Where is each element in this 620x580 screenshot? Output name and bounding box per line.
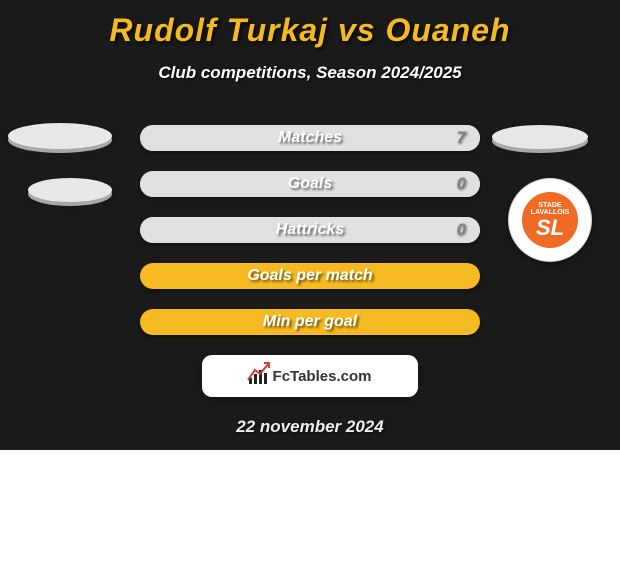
date-text: 22 november 2024 (0, 417, 620, 437)
stat-bar-label: Min per goal (140, 309, 480, 335)
stat-bar-goals: Goals0 (140, 171, 480, 197)
stat-bar-label: Hattricks (140, 217, 480, 243)
page-title: Rudolf Turkaj vs Ouaneh (0, 0, 620, 49)
stats-bars: Matches7Goals0Hattricks0Goals per matchM… (140, 125, 480, 335)
player2-shape-1 (492, 125, 588, 149)
club-text-top: STADE (538, 202, 561, 209)
stat-bar-hattricks: Hattricks0 (140, 217, 480, 243)
stat-bar-value-right: 7 (457, 125, 466, 151)
stat-bar-label: Goals per match (140, 263, 480, 289)
bars-chart-icon (249, 368, 267, 384)
stat-bar-value-right: 0 (457, 171, 466, 197)
stat-bar-min-per-goal: Min per goal (140, 309, 480, 335)
player1-shape-2 (28, 178, 112, 202)
player2-club-logo: STADE LAVALLOIS SL (508, 178, 592, 262)
attribution-badge: FcTables.com (202, 355, 418, 397)
player1-shape-1 (8, 123, 112, 149)
stat-bar-label: Goals (140, 171, 480, 197)
club-text-sl: SL (536, 218, 564, 238)
stat-bar-matches: Matches7 (140, 125, 480, 151)
subtitle: Club competitions, Season 2024/2025 (0, 63, 620, 83)
comparison-card: Rudolf Turkaj vs Ouaneh Club competition… (0, 0, 620, 450)
stat-bar-label: Matches (140, 125, 480, 151)
stat-bar-value-right: 0 (457, 217, 466, 243)
trend-line-icon (247, 360, 271, 384)
attribution-text: FcTables.com (273, 368, 372, 385)
stat-bar-goals-per-match: Goals per match (140, 263, 480, 289)
